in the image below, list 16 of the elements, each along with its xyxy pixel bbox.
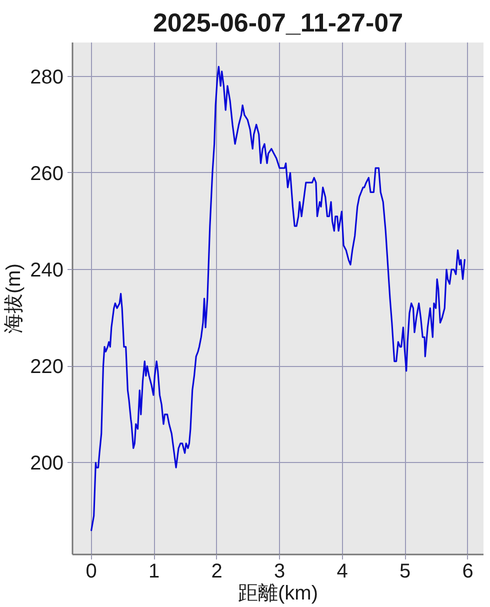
x-tick-label: 2 <box>211 560 222 582</box>
y-tick-label: 200 <box>30 452 64 475</box>
y-tick-label: 240 <box>30 260 64 282</box>
x-tick-label: 3 <box>274 560 286 582</box>
y-tick-label: 220 <box>30 356 64 378</box>
x-tick-label: 0 <box>86 560 97 582</box>
y-tick-label: 280 <box>30 66 64 88</box>
y-axis-title: 海拔(m) <box>3 264 26 334</box>
x-tick-label: 6 <box>462 560 474 582</box>
x-tick-label: 5 <box>400 560 411 582</box>
line-series <box>90 66 466 532</box>
x-tick-label: 1 <box>148 560 160 582</box>
x-axis-title: 距離(km) <box>238 582 318 604</box>
chart-title: 2025-06-07_11-27-07 <box>152 8 404 38</box>
x-tick-label: 4 <box>336 560 348 582</box>
y-tick-label: 260 <box>30 162 64 185</box>
